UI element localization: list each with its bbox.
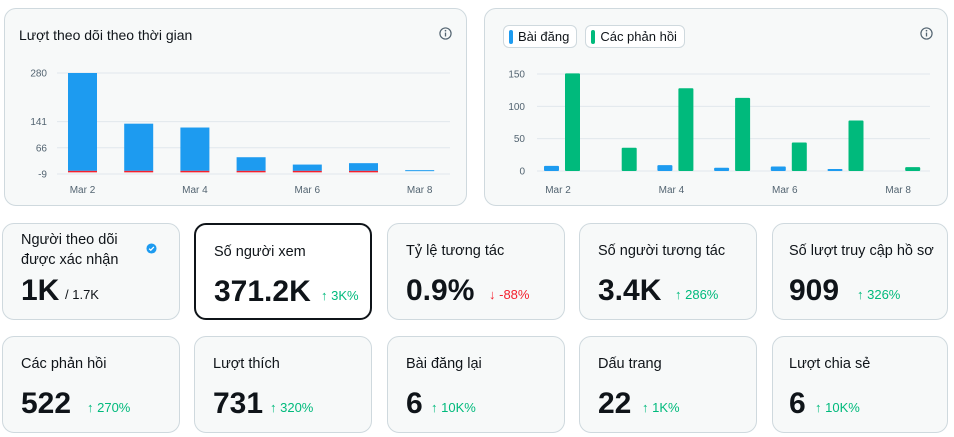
bar-lost — [124, 170, 154, 173]
legend-posts-label: Bài đăng — [518, 29, 570, 44]
y-tick-label: 150 — [508, 70, 525, 81]
stat-engagement-rate[interactable]: Tỷ lệ tương tác 0.9% ↓ -88% — [387, 223, 565, 320]
stat-label: Số người xem — [214, 244, 306, 260]
stat-bookmarks[interactable]: Dấu trang 22 ↑ 1K% — [579, 336, 757, 433]
x-tick-label: Mar 4 — [659, 185, 685, 196]
stat-change: ↑ 3K% — [321, 288, 359, 303]
info-icon[interactable] — [920, 27, 933, 40]
followers-bar-chart: 280 141 66 -9 Mar 2 Mar 4 Mar 6 Mar 8 — [30, 69, 450, 196]
verified-badge-icon — [146, 243, 157, 254]
y-tick-label: 100 — [508, 102, 525, 113]
x-tick-label: Mar 2 — [70, 185, 96, 196]
stat-value: 1K — [21, 274, 60, 307]
x-tick-label: Mar 4 — [182, 185, 208, 196]
bar-lost — [292, 170, 322, 173]
legend-posts[interactable]: Bài đăng — [503, 25, 578, 48]
legend-posts-swatch — [509, 29, 513, 44]
bar-gained — [349, 163, 378, 171]
stat-value: 22 — [598, 387, 632, 420]
stat-change: ↑ 1K% — [642, 400, 680, 415]
stat-reposts[interactable]: Bài đăng lại 6 ↑ 10K% — [387, 336, 565, 433]
bar-lost — [236, 170, 266, 173]
stat-change: ↑ 320% — [270, 400, 314, 415]
stat-impressions[interactable]: Số người xem 371.2K ↑ 3K% — [194, 223, 372, 320]
bar-replies — [848, 120, 864, 171]
bar-gained — [180, 127, 210, 171]
stat-likes[interactable]: Lượt thích 731 ↑ 320% — [194, 336, 372, 433]
bar-lost — [180, 170, 210, 173]
y-tick-label: 50 — [514, 134, 526, 145]
bar-replies — [565, 73, 580, 171]
y-tick-label: 141 — [30, 117, 47, 128]
stat-change: ↓ -88% — [489, 287, 530, 302]
stat-value: 3.4K — [598, 274, 662, 307]
legend-replies-label: Các phản hồi — [600, 29, 677, 44]
chart-legend: Bài đăng Các phản hồi — [503, 25, 685, 48]
bar-posts — [827, 169, 843, 171]
followers-chart-card: Lượt theo dõi theo thời gian 280 141 66 -9 M… — [4, 8, 467, 206]
bar-gained — [405, 170, 435, 172]
posts-bar-chart: 150 100 50 0 Mar 2 Mar 4 Mar 6 Mar 8 — [508, 70, 930, 196]
stat-change: ↑ 10K% — [431, 400, 476, 415]
bar-replies — [791, 142, 807, 171]
bar-replies — [678, 88, 694, 171]
stat-label: Số người tương tác — [598, 243, 726, 259]
stat-value: 909 — [789, 274, 840, 307]
stat-label: Các phản hồi — [21, 356, 107, 372]
stat-value: 371.2K — [214, 275, 311, 308]
bar-replies — [621, 147, 637, 171]
stat-value: 731 — [213, 387, 264, 420]
bar-gained — [236, 157, 266, 171]
stat-label: Lượt chia sẻ — [789, 356, 871, 372]
legend-replies-swatch — [591, 29, 596, 44]
legend-replies[interactable]: Các phản hồi — [585, 25, 685, 48]
bar-replies — [905, 167, 921, 171]
bar-lost — [68, 170, 97, 173]
stat-engagements[interactable]: Số người tương tác 3.4K ↑ 286% — [579, 223, 757, 320]
stat-profile-visits[interactable]: Số lượt truy cập hồ sơ 909 ↑ 326% — [772, 223, 948, 320]
stat-value: 6 — [406, 387, 423, 420]
stat-value: 6 — [789, 387, 806, 420]
x-tick-label: Mar 2 — [545, 185, 571, 196]
stat-value: 522 — [21, 387, 72, 420]
stat-value: 0.9% — [406, 274, 475, 307]
y-tick-label: -9 — [38, 170, 47, 181]
stat-label: Số lượt truy cập hồ sơ — [789, 243, 934, 259]
stat-change: ↑ 326% — [857, 287, 901, 302]
stat-label: Lượt thích — [213, 356, 280, 372]
y-tick-label: 0 — [519, 167, 525, 178]
bar-gained — [124, 123, 154, 171]
stat-label: Dấu trang — [598, 356, 662, 372]
followers-chart-title: Lượt theo dõi theo thời gian — [19, 27, 193, 43]
bar-replies — [735, 97, 751, 171]
info-icon[interactable] — [439, 27, 452, 40]
bar-gained — [68, 73, 97, 171]
stat-verified-followers[interactable]: Người theo dõi được xác nhận 1K / 1.7K — [2, 223, 180, 320]
x-tick-label: Mar 8 — [407, 185, 433, 196]
bar-posts — [657, 165, 673, 171]
bar-gained — [292, 164, 322, 171]
stat-change: ↑ 270% — [87, 400, 131, 415]
y-tick-label: 66 — [36, 143, 48, 154]
stat-shares[interactable]: Lượt chia sẻ 6 ↑ 10K% — [772, 336, 948, 433]
bar-posts — [714, 167, 730, 171]
stat-sub: / 1.7K — [65, 287, 99, 302]
x-tick-label: Mar 6 — [295, 185, 321, 196]
stat-label: Tỷ lệ tương tác — [406, 243, 505, 259]
stat-replies[interactable]: Các phản hồi 522 ↑ 270% — [2, 336, 180, 433]
stat-change: ↑ 10K% — [815, 400, 860, 415]
posts-chart-card: Bài đăng Các phản hồi 150 100 50 0 Mar 2 Mar … — [484, 8, 948, 206]
stat-label: Người theo dõi được xác nhận — [21, 232, 119, 268]
x-tick-label: Mar 8 — [885, 185, 911, 196]
y-tick-label: 280 — [30, 69, 47, 80]
bar-posts — [770, 166, 786, 171]
bar-lost — [349, 170, 378, 173]
x-tick-label: Mar 6 — [772, 185, 798, 196]
bar-posts — [544, 165, 559, 171]
stat-change: ↑ 286% — [675, 287, 719, 302]
stat-label: Bài đăng lại — [406, 356, 482, 372]
